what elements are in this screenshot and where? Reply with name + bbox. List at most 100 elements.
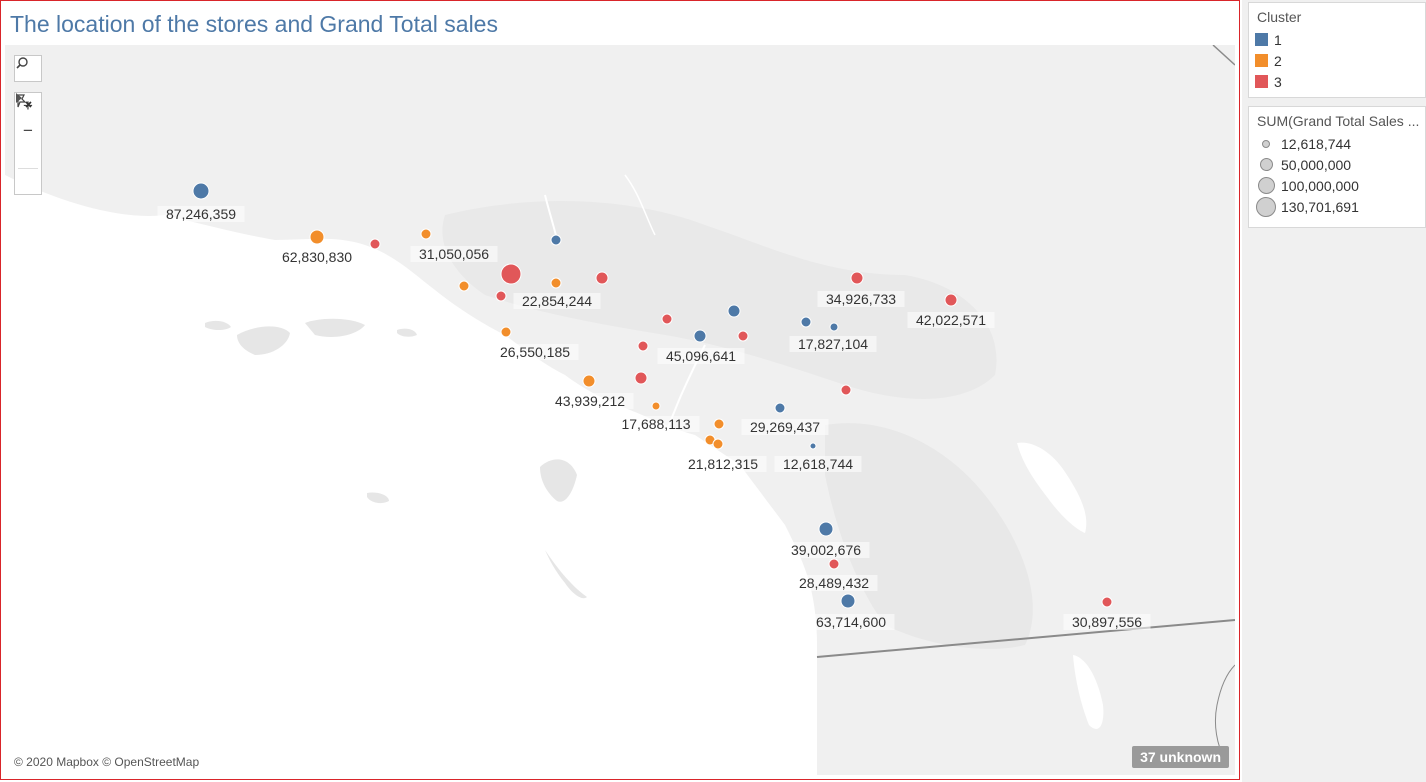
label-halo	[1063, 614, 1151, 630]
store-marker[interactable]	[500, 263, 522, 285]
legend-item-size: 130,701,691	[1249, 196, 1425, 217]
label-halo	[679, 456, 767, 472]
store-sales-label: 31,050,056	[419, 246, 489, 262]
store-marker[interactable]	[582, 374, 596, 388]
island	[367, 492, 389, 504]
island	[237, 326, 290, 355]
store-sales-label: 30,897,556	[1072, 614, 1142, 630]
label-halo	[273, 249, 361, 265]
label-halo	[491, 344, 579, 360]
store-sales-label: 17,688,113	[621, 416, 690, 432]
legend-item-size: 12,618,744	[1249, 133, 1425, 154]
store-marker[interactable]	[595, 271, 609, 285]
terrain	[825, 423, 1033, 649]
page-title: The location of the stores and Grand Tot…	[10, 11, 498, 37]
store-sales-label: 45,096,641	[666, 348, 736, 364]
store-marker[interactable]	[840, 593, 856, 609]
store-sales-label: 43,939,212	[555, 393, 625, 409]
label-halo	[612, 416, 700, 432]
size-swatch	[1256, 196, 1276, 217]
size-swatch	[1262, 139, 1270, 148]
store-marker[interactable]	[420, 228, 432, 240]
legend-label: 100,000,000	[1281, 177, 1359, 194]
play-triangle-icon[interactable]	[15, 93, 41, 194]
store-sales-label: 26,550,185	[500, 344, 570, 360]
toolbar-divider	[18, 168, 38, 169]
label-halo	[907, 312, 995, 328]
store-sales-label: 22,854,244	[522, 293, 592, 309]
store-marker[interactable]	[192, 182, 210, 200]
store-marker[interactable]	[840, 384, 852, 396]
legend-label: 1	[1274, 31, 1282, 48]
store-marker[interactable]	[369, 238, 381, 250]
lake	[1017, 442, 1087, 533]
border-line	[1214, 664, 1235, 761]
basemap: 87,246,359 62,830,830 31,050,056 22,854,244…	[5, 45, 1235, 775]
store-marker[interactable]	[550, 277, 562, 289]
label-halo	[741, 419, 829, 435]
store-sales-label: 87,246,359	[166, 206, 236, 222]
zoom-toolbar: + −	[14, 92, 42, 195]
size-legend: SUM(Grand Total Sales ... 12,618,744 50,…	[1248, 106, 1426, 228]
border-line	[1212, 45, 1235, 66]
store-marker[interactable]	[818, 521, 834, 537]
pin-reset-icon[interactable]	[15, 94, 41, 168]
store-marker[interactable]	[737, 330, 749, 342]
size-swatch	[1259, 158, 1273, 171]
size-swatch	[1257, 177, 1275, 194]
store-marker[interactable]	[1101, 596, 1113, 608]
legend-item-cluster-3[interactable]: 3	[1249, 71, 1425, 92]
store-marker[interactable]	[693, 329, 707, 343]
legend-item-size: 100,000,000	[1249, 175, 1425, 196]
lake	[1073, 655, 1104, 729]
unknown-badge[interactable]: 37 unknown	[1132, 746, 1229, 768]
color-swatch	[1255, 54, 1268, 67]
store-marker[interactable]	[712, 438, 724, 450]
store-marker[interactable]	[550, 234, 562, 246]
store-sales-label: 29,269,437	[750, 419, 820, 435]
color-swatch	[1255, 33, 1268, 46]
zoom-out-button[interactable]: −	[23, 120, 33, 140]
store-marks: 87,246,359 62,830,830 31,050,056 22,854,244…	[157, 182, 1151, 630]
store-marker[interactable]	[713, 418, 725, 430]
store-sales-label: 39,002,676	[791, 542, 861, 558]
label-halo	[157, 206, 245, 222]
size-legend-title: SUM(Grand Total Sales ...	[1257, 113, 1420, 129]
store-marker[interactable]	[661, 313, 673, 325]
border-line	[816, 619, 1235, 658]
store-marker[interactable]	[829, 322, 839, 332]
store-marker[interactable]	[727, 304, 741, 318]
store-marker[interactable]	[809, 442, 817, 450]
store-marker[interactable]	[495, 290, 507, 302]
label-halo	[513, 293, 601, 309]
legend-label: 130,701,691	[1281, 198, 1359, 215]
store-marker[interactable]	[944, 293, 958, 307]
store-marker[interactable]	[651, 401, 661, 411]
store-marker[interactable]	[309, 229, 325, 245]
store-marker[interactable]	[828, 558, 840, 570]
search-toolbar	[14, 55, 42, 82]
store-marker[interactable]	[850, 271, 864, 285]
worksheet-frame: The location of the stores and Grand Tot…	[0, 0, 1240, 780]
store-marker[interactable]	[637, 340, 649, 352]
map-view[interactable]: 87,246,359 62,830,830 31,050,056 22,854,244…	[5, 45, 1235, 775]
island	[397, 328, 417, 337]
legend-item-cluster-1[interactable]: 1	[1249, 29, 1425, 50]
road	[624, 174, 656, 236]
store-sales-label: 21,812,315	[688, 456, 758, 472]
store-sales-label: 62,830,830	[282, 249, 352, 265]
store-marker[interactable]	[774, 402, 786, 414]
label-halo	[807, 614, 895, 630]
legend-item-size: 50,000,000	[1249, 154, 1425, 175]
store-sales-label: 34,926,733	[826, 291, 896, 307]
store-marker[interactable]	[634, 371, 648, 385]
island	[305, 318, 365, 337]
legend-item-cluster-2[interactable]: 2	[1249, 50, 1425, 71]
search-icon[interactable]	[15, 56, 41, 81]
store-marker[interactable]	[458, 280, 470, 292]
island	[540, 459, 577, 502]
store-marker[interactable]	[800, 316, 812, 328]
legend-label: 12,618,744	[1281, 135, 1352, 152]
store-sales-label: 63,714,600	[816, 614, 886, 630]
store-marker[interactable]	[500, 326, 512, 338]
